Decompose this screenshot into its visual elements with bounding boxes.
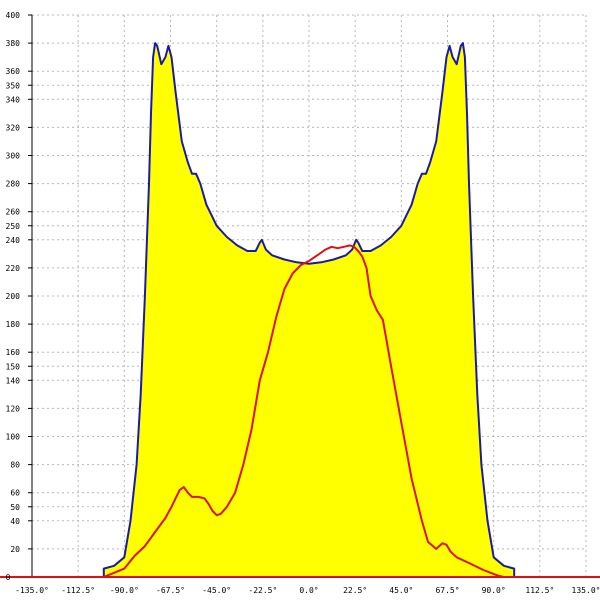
x-tick-label: 112.5° [525, 586, 554, 595]
y-tick-label: 400 [6, 11, 21, 20]
y-tick-label: 360 [6, 67, 21, 76]
x-tick-label: 0.0° [299, 586, 318, 595]
x-tick-label: 135.0° [572, 586, 600, 595]
y-tick-label: 80 [10, 461, 20, 470]
y-tick-label: 140 [6, 376, 21, 385]
y-tick-label: 340 [6, 95, 21, 104]
y-tick-label: 0 [6, 573, 11, 582]
series-1-line [103, 244, 505, 578]
y-tick-label: 60 [10, 489, 20, 498]
y-tick-label: 100 [6, 433, 21, 442]
x-tick-label: -90.0° [110, 586, 139, 595]
x-tick-label: -45.0° [202, 586, 231, 595]
series-layer [102, 42, 516, 578]
series-0-line [102, 42, 516, 577]
x-tick-label: 67.5° [435, 586, 459, 595]
x-tick-label: -67.5° [156, 586, 185, 595]
y-tick-label: 300 [6, 152, 21, 161]
y-tick-label: 120 [6, 404, 21, 413]
tick-labels: 20 40 50 60 80 100 120 140 150 160 180 200 220 240 250… [6, 11, 600, 595]
y-tick-label: 350 [6, 81, 21, 90]
y-tick-label: 160 [6, 348, 21, 357]
y-tick-label: 240 [6, 236, 21, 245]
y-tick-label: 260 [6, 208, 21, 217]
y-tick-label: 220 [6, 264, 21, 273]
x-tick-label: -112.5° [61, 586, 95, 595]
x-tick-label: 45.0° [389, 586, 413, 595]
y-tick-label: 150 [6, 362, 21, 371]
y-tick-label: 380 [6, 39, 21, 48]
x-tick-label: 90.0° [482, 586, 506, 595]
series-0-area [103, 43, 515, 578]
y-tick-label: 200 [6, 292, 21, 301]
y-tick-label: 280 [6, 180, 21, 189]
y-tick-label: 320 [6, 123, 21, 132]
x-tick-label: -135.0° [15, 586, 49, 595]
y-tick-label: 40 [10, 517, 20, 526]
y-tick-label: 250 [6, 222, 21, 231]
y-tick-label: 20 [10, 545, 20, 554]
y-tick-label: 50 [10, 503, 20, 512]
x-tick-label: 22.5° [343, 586, 367, 595]
y-tick-label: 180 [6, 320, 21, 329]
x-tick-label: -22.5° [248, 586, 277, 595]
